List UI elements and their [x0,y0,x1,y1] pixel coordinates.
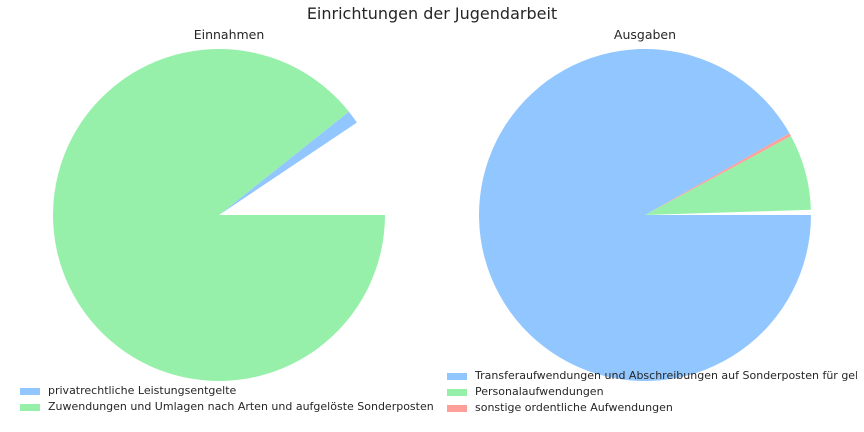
legend-label: Zuwendungen und Umlagen nach Arten und a… [48,400,434,413]
pie-slice-3 [478,49,812,382]
legend-swatch [447,404,467,412]
pie-title-ausgaben: Ausgaben [613,27,677,42]
legend-swatch [447,388,467,396]
pie-slice-1 [645,135,811,215]
legend-ausgaben: Transferaufwendungen und Abschreibungen … [447,368,857,416]
legend-swatch [447,372,467,380]
legend-swatch [20,387,40,395]
pie-title-einnahmen: Einnahmen [193,27,265,42]
legend-item: Transferaufwendungen und Abschreibungen … [447,368,857,384]
legend-label: Personalaufwendungen [475,385,604,398]
chart-title: Einrichtungen der Jugendarbeit [306,4,558,23]
pie-slice-2 [645,133,791,215]
legend-item: Zuwendungen und Umlagen nach Arten und a… [20,399,434,415]
pie-slice-0 [219,122,386,215]
legend-label: sonstige ordentliche Aufwendungen [475,401,673,414]
pie-slice-0 [645,209,811,215]
legend-einnahmen: privatrechtliche Leistungsentgelte Zuwen… [20,383,434,415]
legend-item: sonstige ordentliche Aufwendungen [447,400,857,416]
pie-slice-2 [53,48,386,381]
legend-swatch [20,403,40,411]
legend-item: Personalaufwendungen [447,384,857,400]
legend-label: Transferaufwendungen und Abschreibungen … [475,369,857,382]
pie-einnahmen [53,48,386,381]
legend-item: privatrechtliche Leistungsentgelte [20,383,434,399]
pie-slice-1 [219,111,357,215]
legend-label: privatrechtliche Leistungsentgelte [48,384,237,397]
pie-ausgaben [478,49,812,382]
